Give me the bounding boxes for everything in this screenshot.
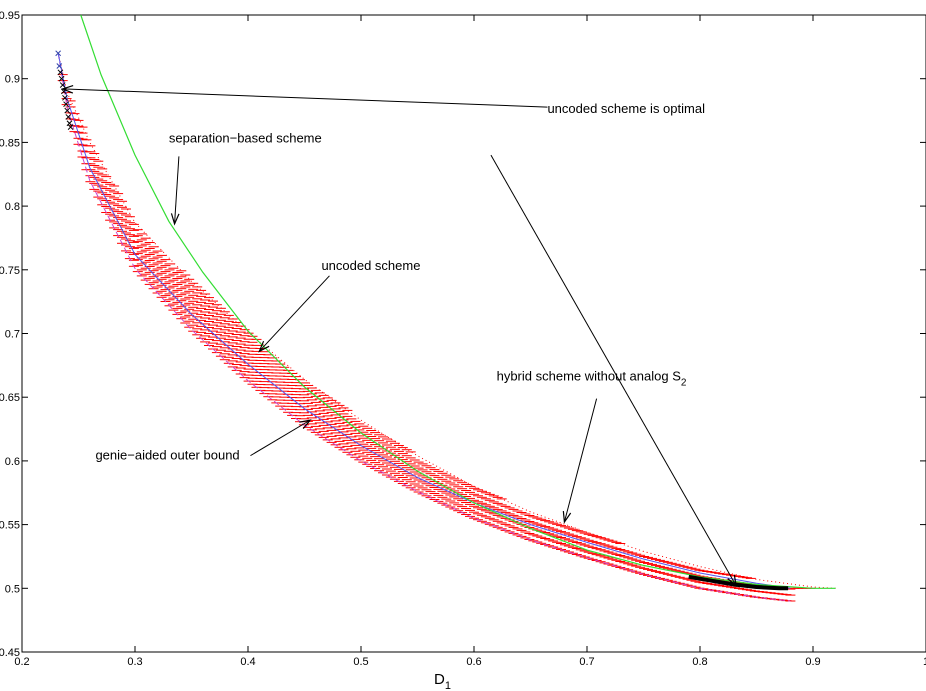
y-tick-label: 0.45 [0, 647, 20, 659]
x-tick-label: 0.2 [14, 656, 29, 668]
x-axis-title-main: D [434, 671, 445, 688]
x-axis-title-sub: 1 [445, 680, 451, 691]
plot-frame [21, 14, 926, 653]
x-tick-label: 1 [923, 656, 926, 668]
optimal-marker [62, 94, 68, 101]
annotation-gen-label: genie−aided outer bound [95, 448, 239, 463]
y-tick-label: 0.85 [0, 137, 20, 149]
optimal-marker [64, 107, 71, 114]
x-tick-label: 0.9 [805, 656, 820, 668]
annotation-gen-arrow [250, 419, 312, 457]
optimal-marker [66, 120, 73, 127]
hybrid-hatch-region [57, 53, 836, 602]
y-tick-label: 0.5 [5, 583, 20, 595]
genie-series-line [57, 53, 791, 602]
annotation-unc-arrow [258, 275, 330, 353]
annotation-layer: separation−based scheme uncoded scheme gen… [60, 84, 738, 588]
annotation-unc-label: uncoded scheme [321, 258, 420, 273]
annotation-sep-arrow [170, 156, 180, 226]
annotation-opt-arrow-2 [490, 154, 738, 588]
optimal-marker [56, 63, 63, 69]
optimal-marker [57, 69, 64, 76]
x-axis-title: D1 [434, 671, 451, 691]
y-tick-label: 0.55 [0, 520, 20, 532]
marker-layer [55, 50, 789, 591]
optimal-marker [58, 75, 65, 82]
y-tick-label: 0.65 [0, 392, 20, 404]
optimal-marker [63, 101, 69, 108]
y-tick-label: 0.8 [5, 201, 20, 213]
annotation-sep-label: separation−based scheme [169, 130, 322, 145]
hybrid-series-line [57, 53, 836, 589]
tick-layer: 0.2 0.3 0.4 0.5 0.6 0.7 0.8 0.9 1 0.45 0.5 0.55 0.6 0… [0, 10, 926, 668]
uncoded-series-line [57, 53, 791, 589]
annotation-opt-arrow [60, 84, 548, 108]
x-tick-label: 0.3 [127, 656, 142, 668]
annotation-hyb-arrow [562, 398, 598, 524]
y-tick-label: 0.6 [5, 456, 20, 468]
optimal-marker [59, 82, 66, 88]
optimal-segment [688, 574, 789, 591]
y-tick-label: 0.9 [5, 74, 20, 86]
annotation-opt-label: uncoded scheme is optimal [547, 101, 705, 116]
optimal-marker [55, 50, 62, 57]
optimal-marker [65, 114, 72, 120]
annotation-hyb-label: hybrid scheme without analog S2 [497, 369, 687, 389]
optimal-marker [67, 124, 74, 130]
x-tick-label: 0.4 [240, 656, 255, 668]
x-tick-label: 0.6 [466, 656, 481, 668]
x-tick-label: 0.7 [579, 656, 594, 668]
y-tick-label: 0.7 [5, 329, 20, 341]
x-tick-label: 0.5 [353, 656, 368, 668]
y-tick-label: 0.95 [0, 10, 20, 22]
x-tick-label: 0.8 [692, 656, 707, 668]
y-tick-label: 0.75 [0, 265, 20, 277]
series-layer [57, 14, 836, 602]
separation-series-line [80, 14, 836, 589]
